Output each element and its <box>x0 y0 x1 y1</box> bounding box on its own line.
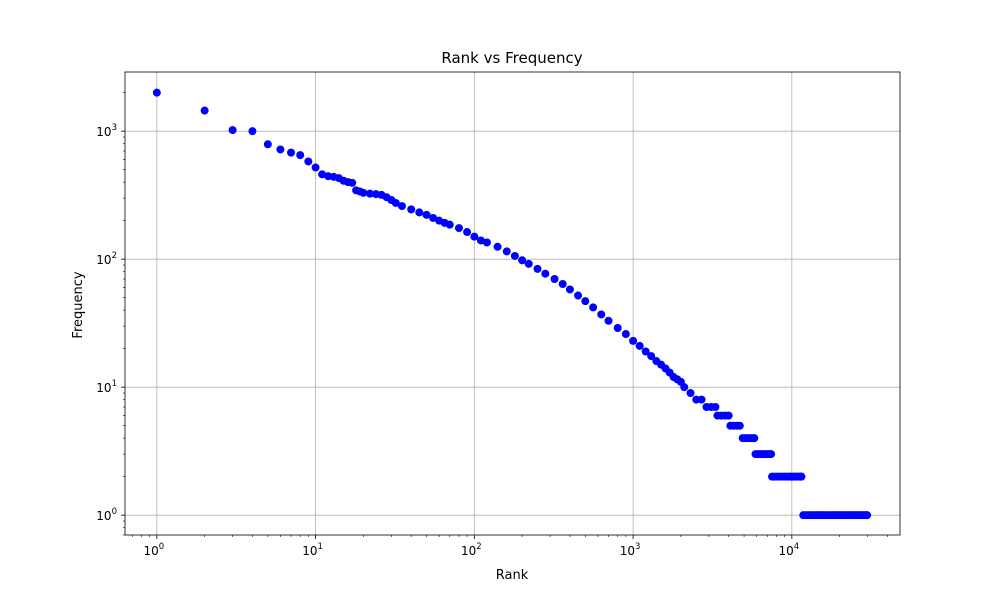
data-point <box>391 198 400 207</box>
data-point <box>541 269 550 278</box>
data-point <box>454 224 463 233</box>
x-tick-label: 100 <box>144 542 165 558</box>
data-point <box>574 291 583 300</box>
data-point <box>445 220 454 229</box>
data-point <box>296 151 305 160</box>
data-point <box>200 106 209 115</box>
chart-title: Rank vs Frequency <box>441 49 582 67</box>
data-point <box>470 232 479 241</box>
y-axis-label: Frequency <box>71 271 86 338</box>
data-point <box>680 383 689 392</box>
x-axis-label: Rank <box>496 568 529 583</box>
data-point <box>767 450 776 459</box>
data-point <box>533 264 542 273</box>
data-point <box>697 395 706 404</box>
data-point <box>711 403 720 412</box>
data-point <box>318 170 327 179</box>
data-point <box>629 336 638 345</box>
data-point <box>597 310 606 319</box>
data-point <box>348 178 357 187</box>
data-point <box>429 213 438 222</box>
data-point <box>565 285 574 294</box>
data-point <box>686 389 695 398</box>
y-tick-label: 100 <box>96 507 117 523</box>
data-point <box>589 303 598 312</box>
data-point <box>248 127 257 136</box>
data-point <box>463 228 472 237</box>
data-point <box>797 472 806 481</box>
data-point <box>641 347 650 356</box>
data-point <box>152 88 161 97</box>
data-point <box>304 157 313 166</box>
data-point <box>276 145 285 154</box>
data-point <box>550 275 559 284</box>
y-tick-label: 101 <box>96 379 117 395</box>
data-point <box>524 259 533 268</box>
data-point <box>863 511 872 520</box>
data-point <box>397 202 406 211</box>
data-point <box>493 242 502 251</box>
data-point <box>228 126 237 135</box>
x-tick-label: 101 <box>302 542 323 558</box>
data-point <box>581 297 590 306</box>
data-point <box>635 341 644 350</box>
data-point <box>750 434 759 443</box>
x-tick-label: 103 <box>620 542 641 558</box>
data-point <box>422 210 431 219</box>
data-point <box>510 251 519 260</box>
data-point <box>415 208 424 217</box>
data-point <box>724 411 733 420</box>
data-point <box>287 148 296 157</box>
plot-area: 100 101 102 103 104 100 101 102 103 <box>96 71 901 558</box>
y-tick-label: 102 <box>96 251 117 267</box>
data-point <box>735 421 744 430</box>
axes-frame <box>124 71 901 536</box>
data-point <box>482 238 491 247</box>
x-tick-label: 102 <box>461 542 482 558</box>
data-point <box>502 247 511 256</box>
data-point <box>518 256 527 265</box>
data-point <box>407 205 416 214</box>
data-point <box>311 163 320 172</box>
data-point <box>263 140 272 149</box>
data-point <box>621 330 630 339</box>
y-tick-label: 103 <box>96 123 117 139</box>
data-point <box>613 323 622 332</box>
data-point <box>647 352 656 361</box>
data-point <box>359 188 368 197</box>
data-point <box>558 279 567 288</box>
data-point <box>604 316 613 325</box>
x-tick-label: 104 <box>779 542 800 558</box>
data-point <box>365 189 374 198</box>
